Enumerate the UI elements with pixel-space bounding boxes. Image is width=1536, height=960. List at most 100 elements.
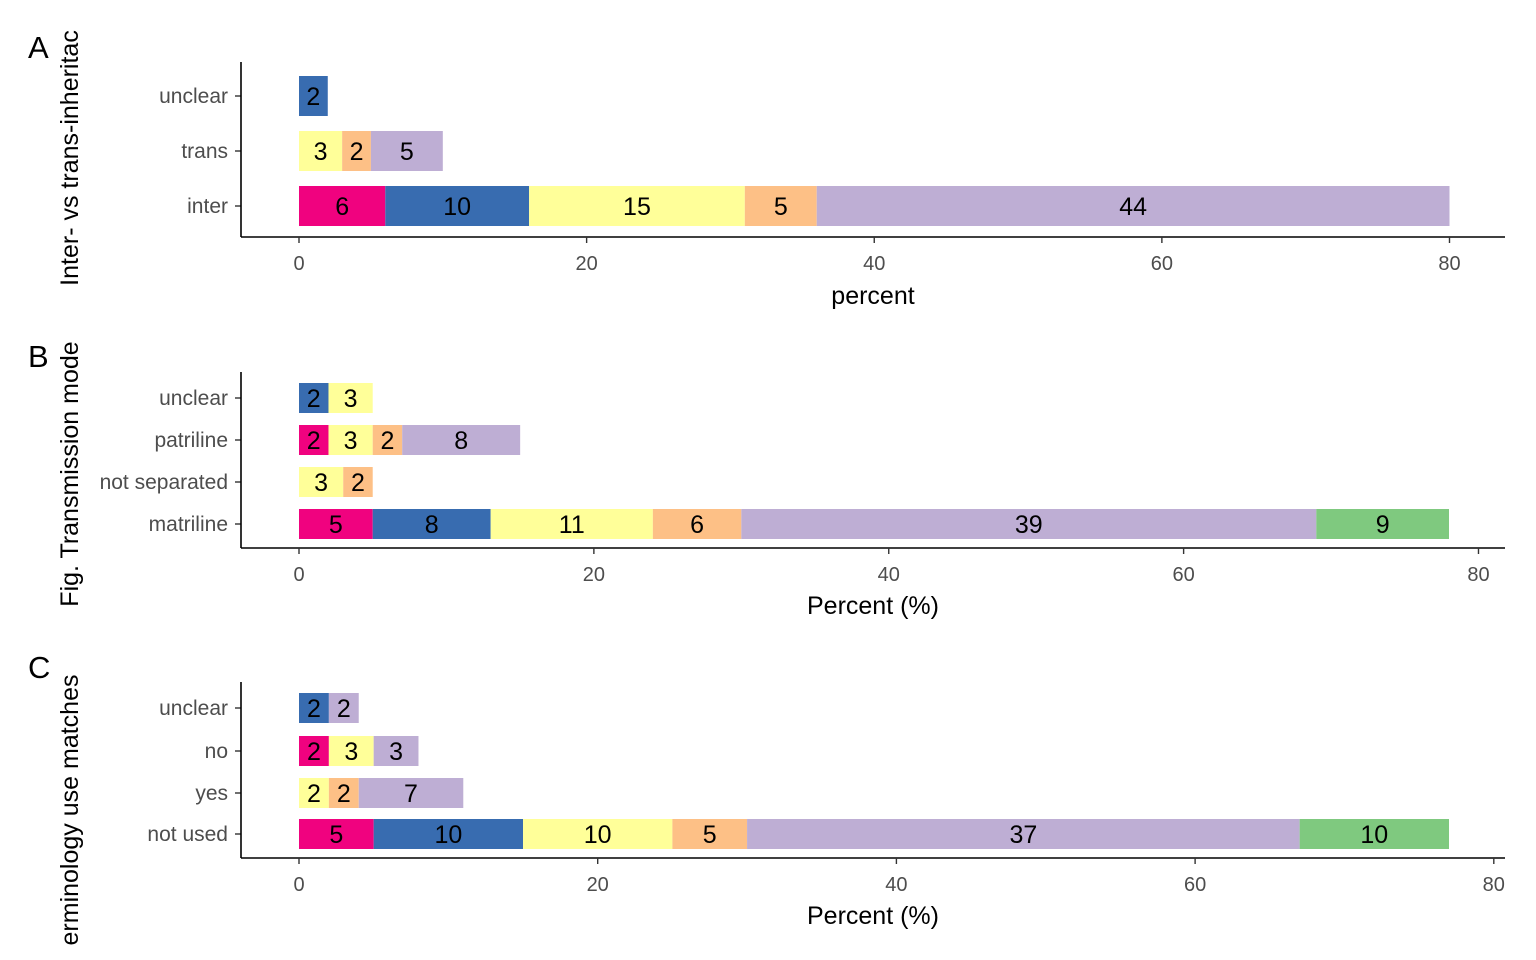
panel-c-bar-yes-0	[299, 778, 329, 808]
panel-c-value-label-not-used-5: 10	[1360, 821, 1388, 849]
panel-c-value-label-not-used-0: 5	[329, 821, 343, 849]
panel-b-bar-not-separated-1	[343, 467, 373, 497]
panel-b-value-label-matriline-4: 39	[1015, 511, 1043, 539]
panel-c-x-tick-label-0: 0	[293, 874, 304, 896]
panel-b-value-label-patriline-1: 3	[344, 427, 358, 455]
panel-c-category-label-unclear: unclear	[159, 697, 228, 720]
panel-b-value-label-patriline-0: 2	[307, 427, 321, 455]
panel-a-category-label-inter: inter	[187, 195, 228, 218]
panel-b-y-title: Fig. Transmission mode	[56, 341, 84, 606]
panel-c-letter: C	[28, 650, 50, 685]
panel-b-value-label-matriline-2: 11	[559, 511, 585, 539]
panel-a-x-tick-label-0: 0	[293, 253, 304, 275]
panel-a-row-unclear: 2	[299, 76, 328, 116]
panel-b-letter: B	[28, 339, 49, 374]
panel-a: A Inter- vs trans-inheritac 6 10 15 5 44 inter 3…	[28, 30, 1505, 310]
panel-b-x-tick-label-60: 60	[1172, 564, 1194, 586]
panel-c-value-label-not-used-1: 10	[434, 821, 462, 849]
panel-b-bar-matriline-1	[372, 509, 491, 539]
panel-b-row-matriline: 5 8 11 6 39 9	[299, 509, 1450, 539]
panel-c-bar-unclear-0	[299, 693, 329, 723]
panel-b-bar-patriline-3	[402, 425, 521, 455]
panel-b-value-label-unclear-1: 3	[344, 385, 358, 413]
panel-b-bar-unclear-1	[328, 383, 373, 413]
panel-b: B Fig. Transmission mode 5 8 11 6 39 9 matriline…	[28, 339, 1505, 620]
panel-a-x-tick-label-40: 40	[863, 253, 885, 275]
panel-c-value-label-unclear-0: 2	[307, 695, 321, 723]
panel-b-bar-patriline-0	[299, 425, 329, 455]
panel-c-bar-not-used-1	[373, 819, 524, 849]
panel-b-value-label-not-separated-1: 2	[351, 469, 365, 497]
panel-c-x-tick-label-80: 80	[1483, 874, 1505, 896]
panel-a-value-label-inter-2: 15	[623, 193, 651, 221]
panel-a-x-axis-title: percent	[831, 282, 914, 310]
panel-b-x-axis-title: Percent (%)	[807, 592, 939, 620]
panel-c-x-tick-label-60: 60	[1184, 874, 1206, 896]
panel-b-bar-unclear-0	[299, 383, 329, 413]
panel-b-bar-patriline-2	[372, 425, 403, 455]
panel-c-bar-not-used-0	[299, 819, 374, 849]
panel-a-value-label-trans-2: 5	[400, 138, 414, 166]
panel-c-value-label-yes-1: 2	[337, 780, 351, 808]
panel-c-x-tick-label-20: 20	[587, 874, 609, 896]
panel-a-x-tick-label-60: 60	[1151, 253, 1173, 275]
panel-c-bar-no-0	[299, 736, 329, 766]
panel-a-bar-trans-2	[370, 131, 443, 171]
panel-c-value-label-yes-2: 7	[404, 780, 418, 808]
panel-c-row-not-used: 5 10 10 5 37 10	[299, 819, 1450, 849]
panel-a-letter: A	[28, 30, 49, 65]
panel-c-x-tick-label-40: 40	[885, 874, 907, 896]
panel-c-value-label-no-1: 3	[344, 738, 358, 766]
panel-b-bar-not-separated-0	[299, 467, 344, 497]
panel-b-x-tick-label-40: 40	[878, 564, 900, 586]
panel-b-bar-patriline-1	[328, 425, 373, 455]
panel-c-bar-not-used-3	[672, 819, 748, 849]
panel-c-category-label-no: no	[205, 740, 228, 763]
panel-c-bar-no-2	[373, 736, 419, 766]
panel-a-value-label-trans-1: 2	[350, 138, 364, 166]
panel-c-bar-no-1	[328, 736, 374, 766]
panel-c-x-axis-title: Percent (%)	[807, 902, 939, 930]
panel-b-bar-matriline-2	[490, 509, 653, 539]
panel-a-y-title: Inter- vs trans-inheritac	[56, 30, 84, 286]
panel-b-x-tick-label-80: 80	[1467, 564, 1489, 586]
panel-b-bar-matriline-4	[741, 509, 1317, 539]
panel-a-bar-unclear-0	[299, 76, 328, 116]
panel-c-bar-not-used-4	[747, 819, 1300, 849]
panel-b-category-label-patriline: patriline	[154, 429, 228, 452]
panel-c-bar-unclear-1	[328, 693, 359, 723]
panel-a-value-label-inter-1: 10	[443, 193, 471, 221]
panel-c-bar-yes-2	[358, 778, 464, 808]
panel-c-bar-not-used-2	[523, 819, 673, 849]
panel-a-x-tick-label-20: 20	[575, 253, 597, 275]
panel-b-value-label-patriline-2: 2	[381, 427, 395, 455]
panel-a-value-label-inter-4: 44	[1119, 193, 1147, 221]
panel-b-category-label-matriline: matriline	[149, 513, 228, 536]
panel-a-x-tick-label-80: 80	[1438, 253, 1460, 275]
panel-b-bar-matriline-3	[652, 509, 742, 539]
panel-c-bar-yes-1	[328, 778, 359, 808]
panel-a-category-label-trans: trans	[181, 140, 228, 163]
panel-a-bar-trans-0	[299, 131, 343, 171]
panel-b-bar-matriline-0	[299, 509, 373, 539]
panel-b-value-label-matriline-3: 6	[690, 511, 704, 539]
panel-a-value-label-inter-3: 5	[774, 193, 788, 221]
panel-a-bar-trans-1	[342, 131, 371, 171]
panel-a-bar-inter-1	[385, 186, 530, 226]
panel-c-value-label-no-0: 2	[307, 738, 321, 766]
panel-c-y-title: erminology use matches	[56, 675, 84, 946]
panel-b-bar-matriline-5	[1316, 509, 1450, 539]
panel-b-value-label-unclear-0: 2	[307, 385, 321, 413]
panel-a-category-label-unclear: unclear	[159, 85, 228, 108]
panel-c-value-label-no-2: 3	[389, 738, 403, 766]
panel-a-value-label-trans-0: 3	[314, 138, 328, 166]
